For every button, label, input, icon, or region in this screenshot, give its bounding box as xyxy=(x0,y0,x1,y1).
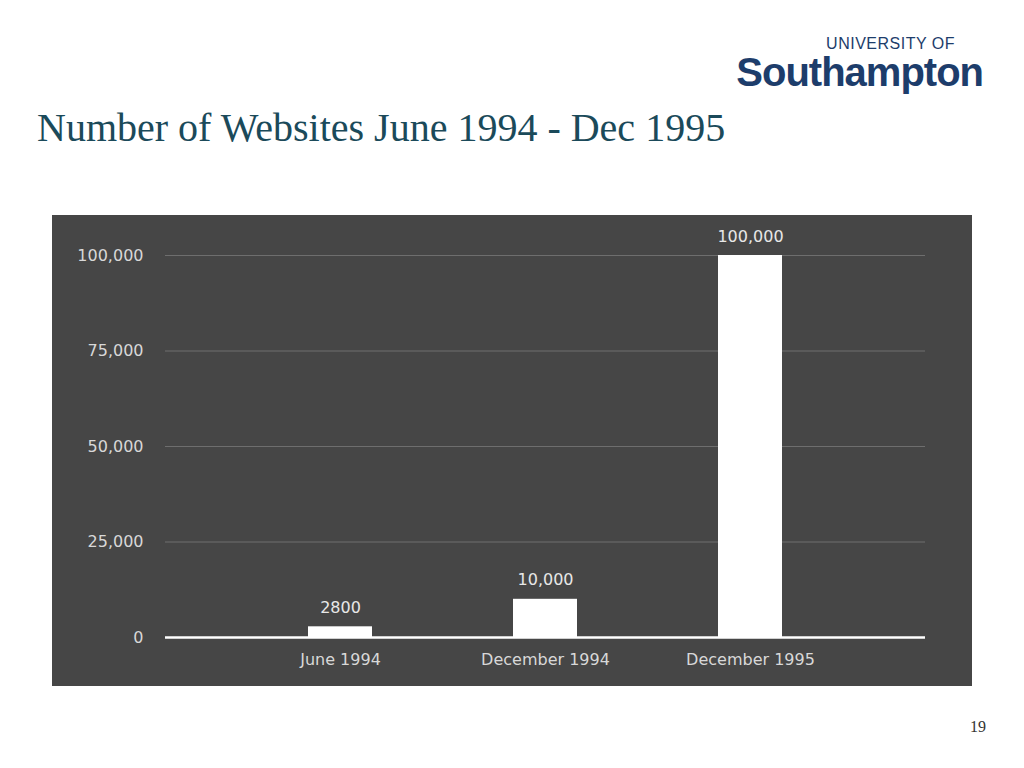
svg-text:December 1994: December 1994 xyxy=(481,650,610,669)
svg-text:0: 0 xyxy=(133,628,143,647)
svg-text:25,000: 25,000 xyxy=(88,532,144,551)
svg-text:100,000: 100,000 xyxy=(77,246,143,265)
svg-text:June 1994: June 1994 xyxy=(299,650,381,669)
svg-text:75,000: 75,000 xyxy=(88,341,144,360)
html-text:19: 19 xyxy=(970,718,986,735)
svg-text:50,000: 50,000 xyxy=(88,437,144,456)
html-text:UNIVERSITY OF: UNIVERSITY OF xyxy=(826,35,955,52)
html-text:Number of Websites June 1994 -: Number of Websites June 1994 - Dec 1995 xyxy=(37,105,726,150)
svg-text:December 1995: December 1995 xyxy=(686,650,815,669)
svg-text:100,000: 100,000 xyxy=(717,227,783,246)
svg-text:10,000: 10,000 xyxy=(518,570,574,589)
svg-text:2800: 2800 xyxy=(320,598,361,617)
html-text:Southampton: Southampton xyxy=(736,50,983,94)
